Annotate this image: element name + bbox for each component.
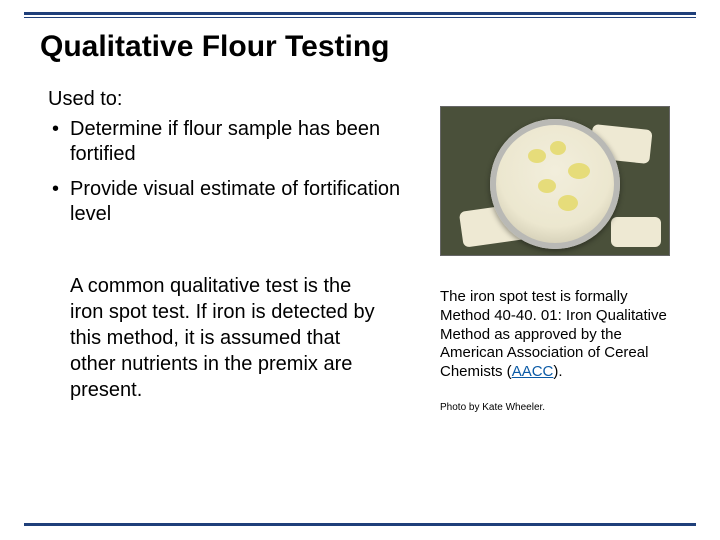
iron-spot [538, 179, 556, 193]
list-item: Provide visual estimate of fortification… [48, 177, 408, 227]
iron-spot [558, 195, 578, 211]
iron-spot [568, 163, 590, 179]
petri-dish [490, 119, 620, 249]
flour-spill [611, 217, 661, 247]
aacc-link[interactable]: AACC [512, 363, 554, 380]
paragraph-common-test: A common qualitative test is the iron sp… [48, 273, 378, 403]
slide: Qualitative Flour Testing Used to: Deter… [0, 0, 720, 540]
iron-spot [528, 149, 546, 163]
left-column: Used to: Determine if flour sample has b… [48, 88, 408, 403]
used-to-label: Used to: [48, 88, 408, 111]
top-divider-thick [24, 12, 696, 15]
top-divider-thin [24, 17, 696, 18]
list-item: Determine if flour sample has been forti… [48, 117, 408, 167]
photo-credit: Photo by Kate Wheeler. [440, 402, 670, 413]
bullet-list: Determine if flour sample has been forti… [48, 117, 408, 227]
iron-spot [550, 141, 566, 155]
page-title: Qualitative Flour Testing [40, 30, 389, 64]
flour-test-photo [440, 106, 670, 256]
caption-text-post: ). [553, 363, 562, 380]
bottom-divider [24, 523, 696, 526]
photo-caption: The iron spot test is formally Method 40… [440, 288, 670, 382]
